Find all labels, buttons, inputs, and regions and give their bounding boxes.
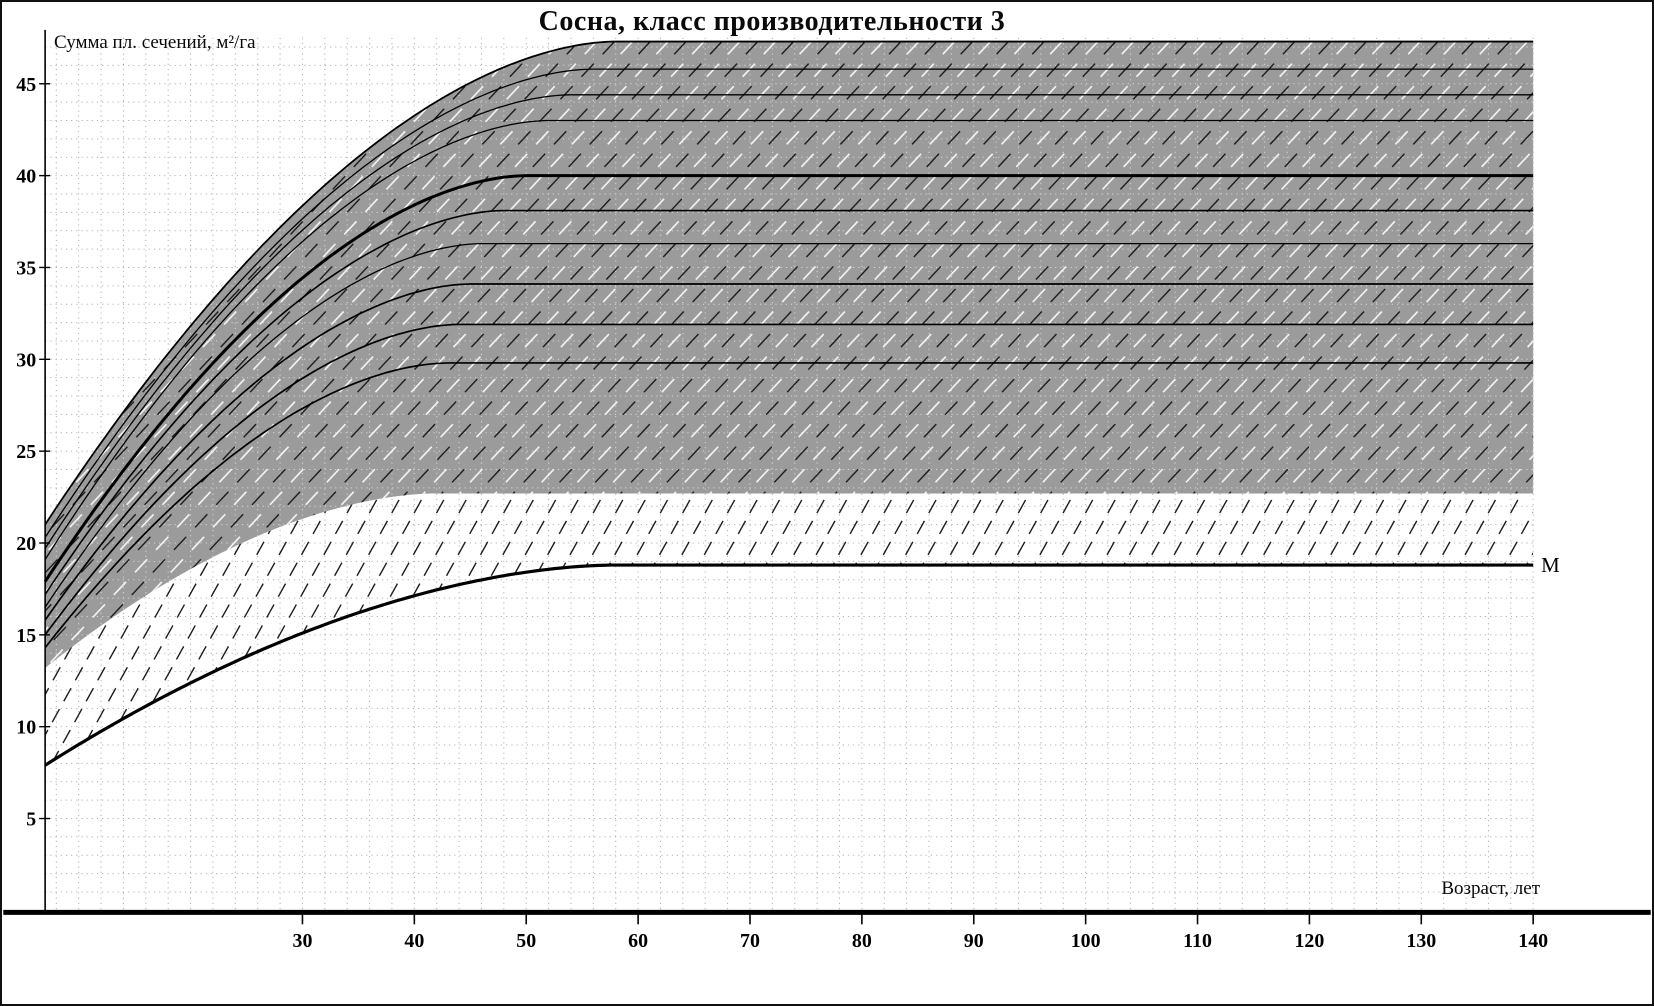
- density-band: [45, 41, 1534, 668]
- x-tick-label: 30: [293, 930, 313, 952]
- y-tick-label: 40: [16, 166, 36, 188]
- y-tick-label: 45: [16, 74, 36, 96]
- isoline-40.0: [43, 174, 1534, 583]
- x-tick-label: 110: [1183, 930, 1212, 952]
- isoline-34.1: [44, 283, 1534, 621]
- x-tick-label: 140: [1518, 930, 1548, 952]
- y-tick-label: 10: [16, 717, 36, 739]
- x-axis-label: Возраст, лет: [1441, 878, 1540, 899]
- y-tick-label: 20: [16, 533, 36, 555]
- m-curve-label: M: [1541, 553, 1560, 577]
- y-tick-label: 35: [16, 257, 36, 279]
- y-tick-label: 25: [16, 441, 36, 463]
- y-tick-label: 5: [26, 809, 36, 831]
- isoline-44.4: [44, 94, 1534, 549]
- chart-title: Сосна, класс производительности 3: [538, 6, 1006, 37]
- isoline-45.8: [44, 68, 1534, 538]
- axis-ticks: 30 40 50 60 70 80 90 100 110 120 130 140 5 10 15 20 25 30…: [16, 74, 1548, 952]
- x-tick-label: 70: [740, 930, 760, 952]
- isoline-29.8: [44, 362, 1534, 649]
- y-tick-label: 15: [16, 625, 36, 647]
- x-tick-label: 130: [1406, 930, 1436, 952]
- isoline-43.0: [44, 119, 1534, 560]
- x-tick-label: 90: [964, 930, 984, 952]
- m-curve: [44, 563, 1534, 767]
- y-tick-label: 30: [16, 349, 36, 371]
- isoline-31.9: [44, 323, 1534, 636]
- isoline-47.3: [44, 40, 1534, 526]
- isoline-36.3: [44, 242, 1534, 608]
- x-tick-label: 60: [628, 930, 648, 952]
- x-tick-label: 40: [404, 930, 424, 952]
- x-tick-label: 80: [852, 930, 872, 952]
- isoline-38.1: [44, 209, 1534, 595]
- y-axis-label: Сумма пл. сечений, м²/га: [54, 32, 256, 53]
- x-tick-label: 50: [516, 930, 536, 952]
- x-tick-label: 100: [1071, 930, 1101, 952]
- x-tick-label: 120: [1294, 930, 1324, 952]
